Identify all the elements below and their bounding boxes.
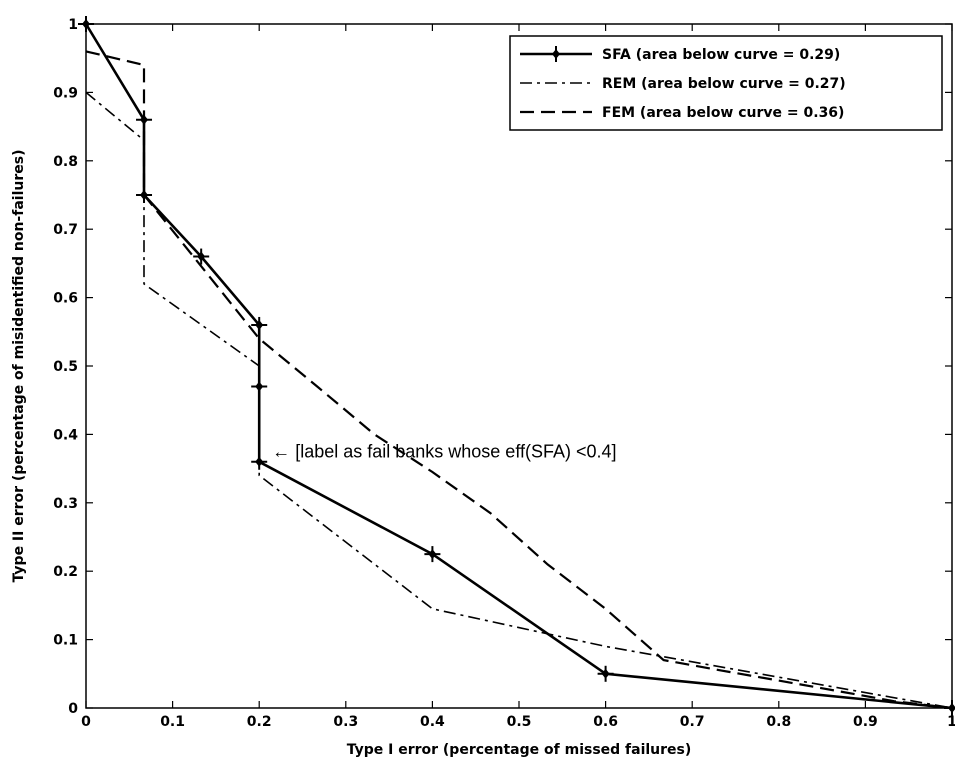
- data-point: [251, 316, 268, 333]
- x-tick-label: 0.1: [160, 714, 185, 730]
- x-tick-label: 0.8: [766, 714, 791, 730]
- x-tick-label: 0.9: [853, 714, 878, 730]
- data-point: [193, 248, 210, 265]
- y-tick-label: 0.6: [53, 291, 78, 307]
- y-tick-label: 0.1: [53, 633, 78, 649]
- legend-label: FEM (area below curve = 0.36): [602, 105, 844, 121]
- x-tick-label: 0.3: [333, 714, 358, 730]
- y-axis-title: Type II error (percentage of misidentifi…: [11, 150, 27, 583]
- x-tick-label: 0.5: [507, 714, 532, 730]
- x-tick-label: 0.4: [420, 714, 445, 730]
- x-tick-label: 1: [947, 714, 955, 730]
- series-dashed: [85, 50, 953, 710]
- legend-marker: [548, 46, 564, 62]
- x-tick-label: 0.6: [593, 714, 618, 730]
- series-line: [85, 50, 953, 710]
- y-tick-label: 0.8: [53, 154, 78, 170]
- series-dash-dot: [85, 91, 953, 709]
- annotation: ← [label as fail banks whose eff(SFA) <0…: [272, 442, 616, 462]
- data-point: [424, 546, 441, 563]
- plot-area: [85, 23, 953, 709]
- x-axis: 0 0.1 0.2 0.3 0.4 0.5 0.6 0.7 0.8 0.9 1: [81, 24, 955, 730]
- y-tick-label: 0.5: [53, 359, 78, 375]
- x-tick-label: 0.7: [680, 714, 705, 730]
- legend-label: SFA (area below curve = 0.29): [602, 47, 840, 63]
- series-layer: [78, 16, 955, 716]
- y-tick-label: 1: [68, 17, 78, 33]
- x-tick-label: 0.2: [247, 714, 272, 730]
- data-point: [78, 16, 94, 32]
- y-tick-label: 0.4: [53, 427, 78, 443]
- y-tick-label: 0.9: [53, 85, 78, 101]
- legend-label: REM (area below curve = 0.27): [602, 76, 846, 92]
- y-axis: 0 0.1 0.2 0.3 0.4 0.5 0.6 0.7 0.8 0.9 1: [53, 17, 952, 717]
- y-tick-label: 0.7: [53, 222, 78, 238]
- legend-item: REM (area below curve = 0.27): [520, 76, 846, 92]
- legend: SFA (area below curve = 0.29) REM (area b…: [509, 35, 943, 131]
- y-tick-label: 0: [68, 701, 78, 717]
- x-tick-label: 0: [81, 714, 91, 730]
- y-tick-label: 0.3: [53, 496, 78, 512]
- data-point: [597, 665, 614, 682]
- legend-item: SFA (area below curve = 0.29): [520, 46, 840, 63]
- y-tick-label: 0.2: [53, 564, 78, 580]
- x-axis-title: Type I error (percentage of missed failu…: [347, 742, 692, 758]
- series-line: [85, 91, 953, 709]
- legend-item: FEM (area below curve = 0.36): [520, 105, 844, 121]
